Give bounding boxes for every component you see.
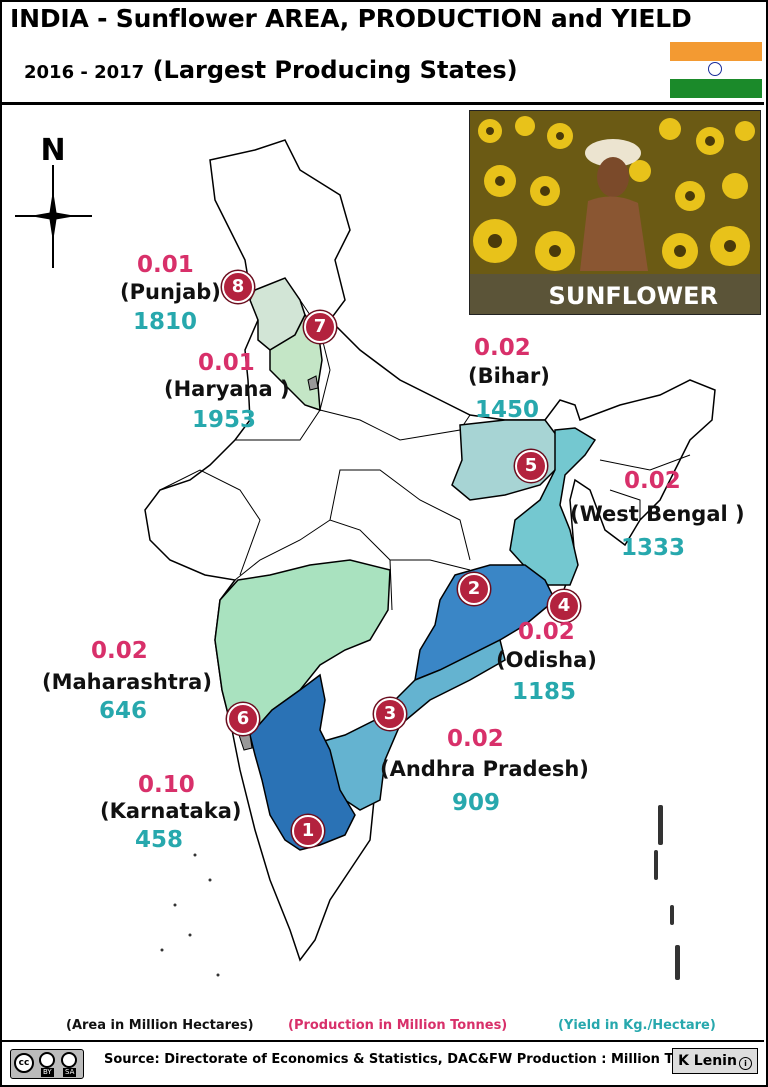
- rank-badge-odisha: 2: [458, 573, 490, 605]
- state-andhra-pradesh: [309, 638, 506, 811]
- india-map: N: [15, 133, 716, 980]
- haryana-production: 0.01: [198, 350, 255, 376]
- subtitle-text: (Largest Producing States): [152, 56, 518, 84]
- andhra-pradesh-yield: 909: [452, 790, 501, 816]
- west-bengal-production: 0.02: [624, 468, 681, 494]
- karnataka-production: 0.10: [138, 772, 195, 798]
- author-info-icon: i: [738, 1057, 752, 1070]
- punjab-name: (Punjab): [120, 280, 221, 304]
- maharashtra-name: (Maharashtra): [42, 670, 212, 694]
- odisha-yield: 1185: [512, 679, 577, 705]
- odisha-production: 0.02: [518, 619, 575, 645]
- legend-area: (Area in Million Hectares): [66, 1018, 254, 1033]
- author-name: K Lenin: [678, 1053, 737, 1069]
- compass-rose-icon: [15, 165, 92, 268]
- legend-production: (Production in Million Tonnes): [288, 1018, 508, 1033]
- state-karnataka: [249, 673, 356, 851]
- lakshadweep-islands-icon: [160, 853, 220, 977]
- punjab-production: 0.01: [137, 252, 194, 278]
- maharashtra-production: 0.02: [91, 638, 148, 664]
- creative-commons-icon: cc BY SA: [10, 1049, 84, 1079]
- andaman-islands-icon: [654, 805, 680, 980]
- rank-badge-bihar: 5: [515, 450, 547, 482]
- andhra-pradesh-name: (Andhra Pradesh): [380, 757, 589, 781]
- west-bengal-yield: 1333: [621, 535, 686, 561]
- haryana-name: (Haryana ): [164, 377, 290, 401]
- punjab-yield: 1810: [133, 309, 198, 335]
- karnataka-name: (Karnataka): [100, 799, 242, 823]
- state-west-bengal: [509, 427, 597, 586]
- maharashtra-yield: 646: [99, 698, 148, 724]
- map-title: INDIA - Sunflower AREA, PRODUCTION and Y…: [10, 4, 692, 33]
- bihar-production: 0.02: [474, 335, 531, 361]
- rank-badge-west-bengal: 4: [548, 590, 580, 622]
- andhra-pradesh-production: 0.02: [447, 726, 504, 752]
- india-flag-icon: [670, 42, 762, 98]
- source-text: Source: Directorate of Economics & Stati…: [104, 1052, 716, 1067]
- rank-badge-punjab: 8: [222, 271, 254, 303]
- photo-label: SUNFLOWER: [548, 282, 718, 310]
- bihar-name: (Bihar): [468, 364, 550, 388]
- haryana-yield: 1953: [192, 407, 257, 433]
- state-maharashtra: [214, 559, 391, 736]
- rank-badge-haryana: 7: [304, 311, 336, 343]
- license-sa: SA: [63, 1068, 77, 1077]
- map-subtitle: 2016 - 2017 (Largest Producing States): [24, 56, 518, 84]
- author-credit: K Lenin i: [672, 1048, 758, 1074]
- footer: cc BY SA Source: Directorate of Economic…: [0, 1040, 764, 1085]
- header: INDIA - Sunflower AREA, PRODUCTION and Y…: [0, 0, 764, 105]
- legend-yield: (Yield in Kg./Hectare): [558, 1018, 716, 1033]
- subtitle-years: 2016 - 2017: [24, 62, 145, 83]
- license-by: BY: [41, 1068, 54, 1077]
- rank-badge-maharashtra: 6: [227, 703, 259, 735]
- bihar-yield: 1450: [475, 397, 540, 423]
- delhi: [307, 375, 319, 391]
- photo-label-band: [470, 274, 760, 314]
- karnataka-yield: 458: [135, 827, 184, 853]
- state-borders: [159, 299, 691, 611]
- rank-badge-andhra-pradesh: 3: [374, 698, 406, 730]
- rank-badge-karnataka: 1: [292, 815, 324, 847]
- west-bengal-name: (West Bengal ): [570, 502, 745, 526]
- odisha-name: (Odisha): [496, 648, 597, 672]
- compass-north-label: N: [40, 133, 65, 168]
- sunflower-photo: SUNFLOWER: [469, 110, 761, 315]
